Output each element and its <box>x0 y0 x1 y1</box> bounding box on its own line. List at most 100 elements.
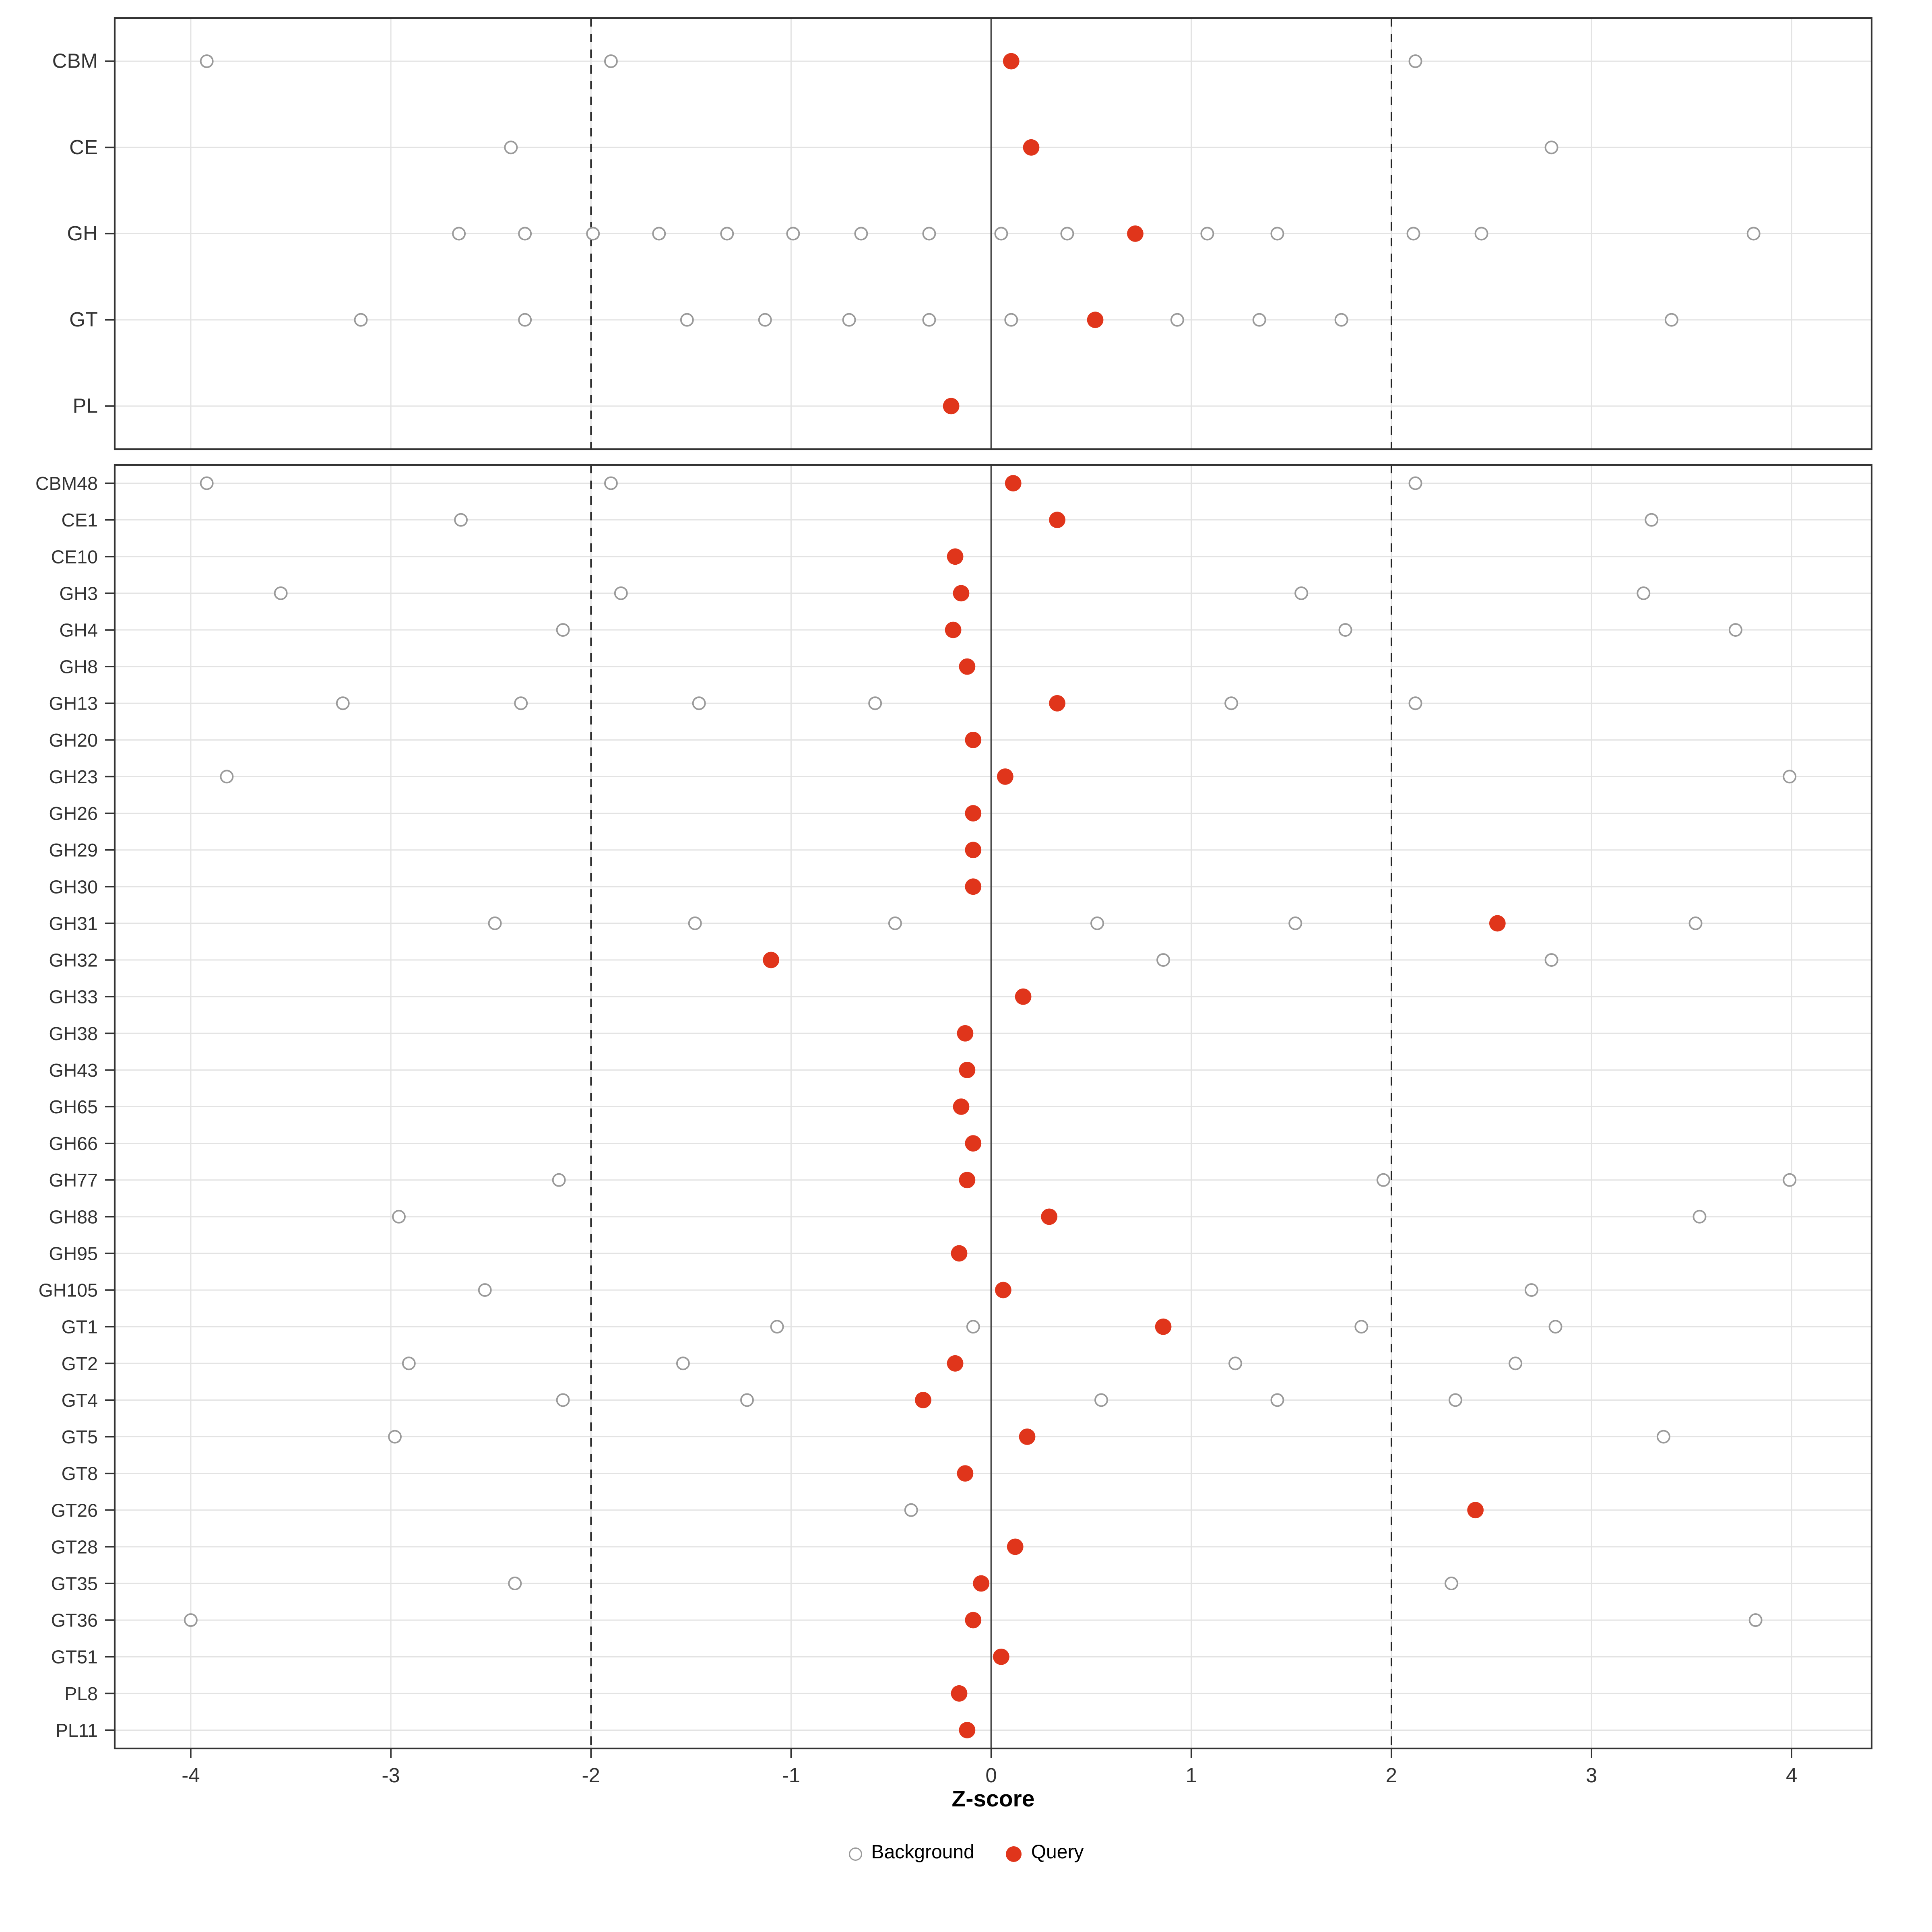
background-point <box>720 227 734 241</box>
background-point <box>552 1173 566 1187</box>
background-point <box>1548 1320 1563 1334</box>
x-tick-label: -2 <box>582 1764 600 1787</box>
background-point <box>586 227 600 241</box>
background-point <box>652 227 666 241</box>
y-tick-label: CE1 <box>62 510 98 530</box>
background-point-icon <box>848 1847 862 1860</box>
background-point <box>514 696 528 710</box>
y-tick-label: GH33 <box>49 987 98 1007</box>
background-point <box>888 916 902 930</box>
y-tick-label: GH66 <box>49 1133 98 1154</box>
background-point <box>1288 916 1302 930</box>
query-point <box>953 1098 970 1115</box>
background-point <box>604 476 618 490</box>
query-point <box>995 1282 1011 1298</box>
query-point <box>1489 915 1506 932</box>
query-point <box>951 1685 968 1702</box>
query-point <box>993 1648 1009 1665</box>
legend-label-background: Background <box>871 1843 974 1863</box>
background-point <box>1445 1577 1458 1590</box>
y-tick-label: PL8 <box>64 1683 98 1704</box>
y-tick-label: GH13 <box>49 693 98 714</box>
background-point <box>454 513 468 527</box>
background-point <box>1637 586 1651 600</box>
query-point <box>997 768 1013 785</box>
background-point <box>692 696 706 710</box>
background-point <box>392 1210 406 1224</box>
background-point <box>1657 1430 1670 1444</box>
y-tick-label: GH29 <box>49 840 98 861</box>
y-tick-label: GH32 <box>49 950 98 971</box>
background-point <box>556 1393 570 1407</box>
panel-border <box>114 17 1873 450</box>
y-tick-label: GH23 <box>49 766 98 787</box>
y-tick-label: GT4 <box>62 1390 98 1411</box>
query-point <box>1015 988 1032 1005</box>
background-point <box>200 476 214 490</box>
query-point <box>1155 1318 1172 1335</box>
y-tick-label: GT26 <box>51 1500 98 1521</box>
y-tick-label: GH95 <box>49 1243 98 1264</box>
background-point <box>604 54 618 68</box>
background-point <box>740 1393 754 1407</box>
background-point <box>1544 953 1558 967</box>
query-point <box>959 1061 976 1078</box>
background-point <box>854 227 868 241</box>
background-point <box>504 140 518 155</box>
background-point <box>1334 313 1348 327</box>
background-point <box>1224 696 1238 710</box>
background-point <box>388 1430 402 1444</box>
background-point <box>488 916 502 930</box>
query-point-icon <box>1005 1845 1022 1862</box>
background-point <box>1004 313 1018 327</box>
x-tick-label: 1 <box>1185 1764 1197 1787</box>
background-point <box>994 227 1008 241</box>
background-point <box>1200 227 1214 241</box>
background-point <box>1170 313 1184 327</box>
background-point <box>1228 1356 1243 1371</box>
background-point <box>274 586 288 600</box>
y-tick-label: GH30 <box>49 876 98 897</box>
y-tick-label: GH88 <box>49 1206 98 1227</box>
background-point <box>1664 313 1678 327</box>
background-point <box>220 770 234 784</box>
query-point <box>959 658 976 675</box>
background-point <box>758 313 772 327</box>
background-point <box>452 227 466 241</box>
background-point <box>966 1320 980 1334</box>
background-point <box>1060 227 1074 241</box>
query-point <box>1127 225 1144 242</box>
background-point <box>1509 1356 1523 1371</box>
background-point <box>518 313 532 327</box>
background-point <box>1406 227 1420 241</box>
query-point <box>959 1172 976 1189</box>
query-point <box>957 1025 974 1042</box>
y-tick-label: GH38 <box>49 1023 98 1044</box>
background-point <box>1783 770 1797 784</box>
background-point <box>1408 696 1422 710</box>
legend-item-background: Background <box>848 1843 974 1864</box>
background-point <box>1294 586 1309 600</box>
background-point <box>904 1503 918 1517</box>
query-point <box>957 1465 974 1482</box>
query-point <box>763 952 780 968</box>
background-point <box>688 916 702 930</box>
background-point <box>1090 916 1104 930</box>
background-point <box>518 227 532 241</box>
query-point <box>965 805 982 822</box>
x-tick-label: -1 <box>782 1764 800 1787</box>
y-tick-label: GH77 <box>49 1170 98 1191</box>
background-point <box>1338 623 1352 637</box>
legend: Background Query <box>0 1843 1932 1864</box>
y-tick-label: PL11 <box>56 1720 98 1741</box>
background-point <box>1448 1393 1462 1407</box>
y-tick-label: GH8 <box>59 656 98 677</box>
background-point <box>1645 513 1659 527</box>
y-tick-label: GH4 <box>59 620 98 641</box>
y-tick-label: GT <box>69 308 98 331</box>
background-point <box>1270 1393 1284 1407</box>
background-point <box>680 313 694 327</box>
query-point <box>947 548 964 565</box>
